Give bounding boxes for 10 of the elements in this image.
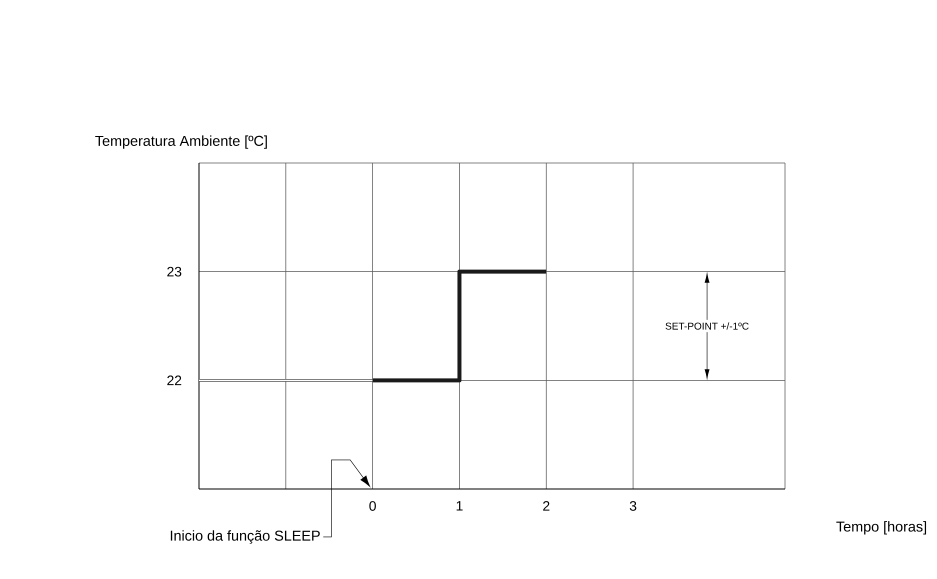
x-tick-label: 2 bbox=[543, 501, 550, 511]
annotation: SET-POINT +/-1ºC bbox=[666, 322, 749, 330]
y-tick-label: 22 bbox=[167, 376, 182, 386]
x-tick-label: 3 bbox=[630, 501, 636, 511]
x-axis-title: Tempo [horas] bbox=[836, 521, 926, 535]
y-axis-title: Temperatura Ambiente [ºC] bbox=[95, 135, 267, 149]
x-tick-label: 1 bbox=[456, 501, 463, 511]
text: Inicio da função SLEEP bbox=[170, 530, 320, 544]
y-tick-label: 23 bbox=[167, 266, 182, 277]
x-tick-label: 0 bbox=[369, 501, 376, 511]
